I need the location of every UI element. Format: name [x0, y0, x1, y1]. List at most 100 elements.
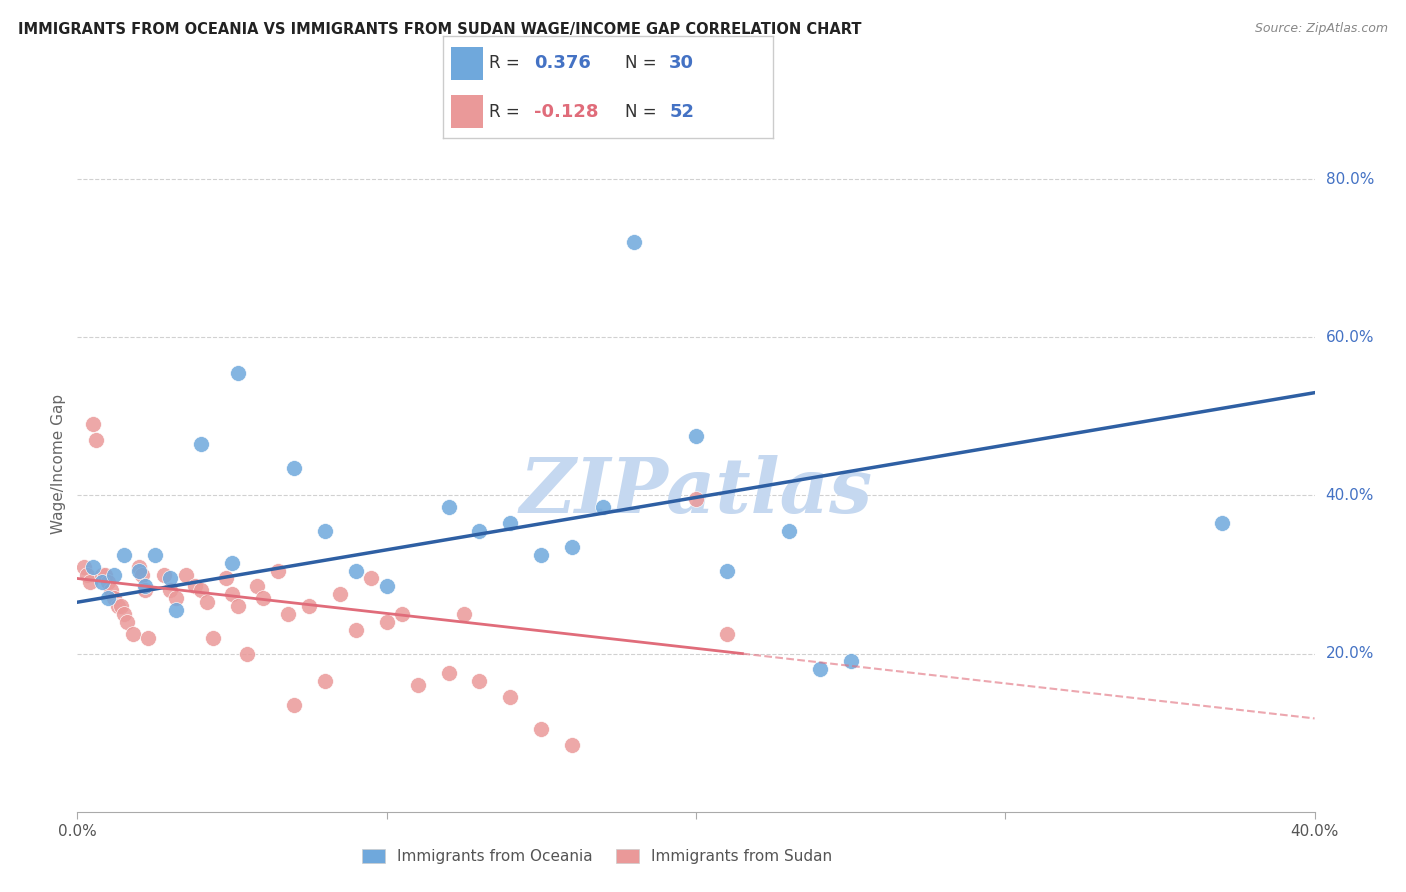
Text: 40.0%: 40.0% [1326, 488, 1374, 503]
Point [107, 599, 129, 614]
Point [134, 579, 156, 593]
Point [112, 548, 135, 562]
Point [143, 548, 166, 562]
Point [437, 500, 460, 515]
Point [252, 591, 274, 606]
Point [112, 607, 135, 621]
Point [91, 567, 114, 582]
Point [202, 631, 225, 645]
Point [685, 492, 707, 507]
Point [159, 572, 181, 586]
Text: 52: 52 [669, 103, 695, 120]
Point [453, 607, 475, 621]
Point [82, 559, 104, 574]
Point [221, 587, 243, 601]
Point [97, 591, 120, 606]
Point [499, 516, 522, 530]
Text: N =: N = [624, 103, 657, 120]
Point [115, 615, 138, 629]
Point [103, 567, 125, 582]
Point [344, 564, 367, 578]
Bar [451, 47, 482, 79]
Point [159, 583, 181, 598]
Text: -0.128: -0.128 [534, 103, 598, 120]
Text: R =: R = [489, 54, 520, 72]
Point [716, 627, 738, 641]
Point [236, 647, 259, 661]
Point [131, 567, 153, 582]
Point [283, 460, 305, 475]
Point [391, 607, 413, 621]
Point [76, 567, 98, 582]
Text: ZIPatlas: ZIPatlas [519, 455, 873, 529]
Point [134, 583, 156, 598]
Point [122, 627, 145, 641]
Text: 60.0%: 60.0% [1326, 330, 1374, 345]
Point [716, 564, 738, 578]
Point [685, 429, 707, 443]
Text: IMMIGRANTS FROM OCEANIA VS IMMIGRANTS FROM SUDAN WAGE/INCOME GAP CORRELATION CHA: IMMIGRANTS FROM OCEANIA VS IMMIGRANTS FR… [18, 22, 862, 37]
Point [375, 615, 398, 629]
Point [79, 575, 101, 590]
Point [839, 655, 862, 669]
Point [561, 540, 583, 554]
Point [110, 599, 132, 614]
Point [267, 564, 290, 578]
Point [190, 437, 212, 451]
Point [226, 366, 249, 380]
Y-axis label: Wage/Income Gap: Wage/Income Gap [51, 393, 66, 534]
Point [103, 591, 125, 606]
Point [82, 417, 104, 432]
Point [314, 674, 336, 689]
Point [437, 666, 460, 681]
Point [530, 722, 553, 736]
Point [561, 738, 583, 752]
Point [468, 524, 491, 538]
Point [100, 583, 122, 598]
Point [406, 678, 429, 692]
Text: 20.0%: 20.0% [1326, 646, 1374, 661]
Point [84, 433, 107, 447]
Point [226, 599, 249, 614]
Point [153, 567, 176, 582]
Text: N =: N = [624, 54, 657, 72]
Legend: Immigrants from Oceania, Immigrants from Sudan: Immigrants from Oceania, Immigrants from… [356, 842, 838, 871]
Point [314, 524, 336, 538]
Point [94, 567, 117, 582]
Point [215, 572, 238, 586]
Point [165, 603, 187, 617]
Text: 80.0%: 80.0% [1326, 172, 1374, 186]
Point [1211, 516, 1233, 530]
Text: R =: R = [489, 103, 520, 120]
Point [221, 556, 243, 570]
Point [91, 575, 114, 590]
Point [277, 607, 299, 621]
Point [128, 559, 150, 574]
Point [468, 674, 491, 689]
Point [72, 559, 94, 574]
Point [592, 500, 614, 515]
Point [530, 548, 553, 562]
Point [778, 524, 800, 538]
Text: Source: ZipAtlas.com: Source: ZipAtlas.com [1254, 22, 1388, 36]
Point [298, 599, 321, 614]
Point [174, 567, 197, 582]
Point [97, 575, 120, 590]
Point [165, 591, 187, 606]
Point [344, 623, 367, 637]
Point [329, 587, 352, 601]
Point [375, 579, 398, 593]
Text: 30: 30 [669, 54, 695, 72]
Point [360, 572, 382, 586]
Point [499, 690, 522, 704]
Point [138, 631, 160, 645]
Point [283, 698, 305, 712]
Point [623, 235, 645, 250]
Point [184, 579, 207, 593]
Text: 0.376: 0.376 [534, 54, 591, 72]
Bar [451, 95, 482, 128]
Point [808, 662, 831, 676]
Point [128, 564, 150, 578]
Point [190, 583, 212, 598]
Point [246, 579, 269, 593]
